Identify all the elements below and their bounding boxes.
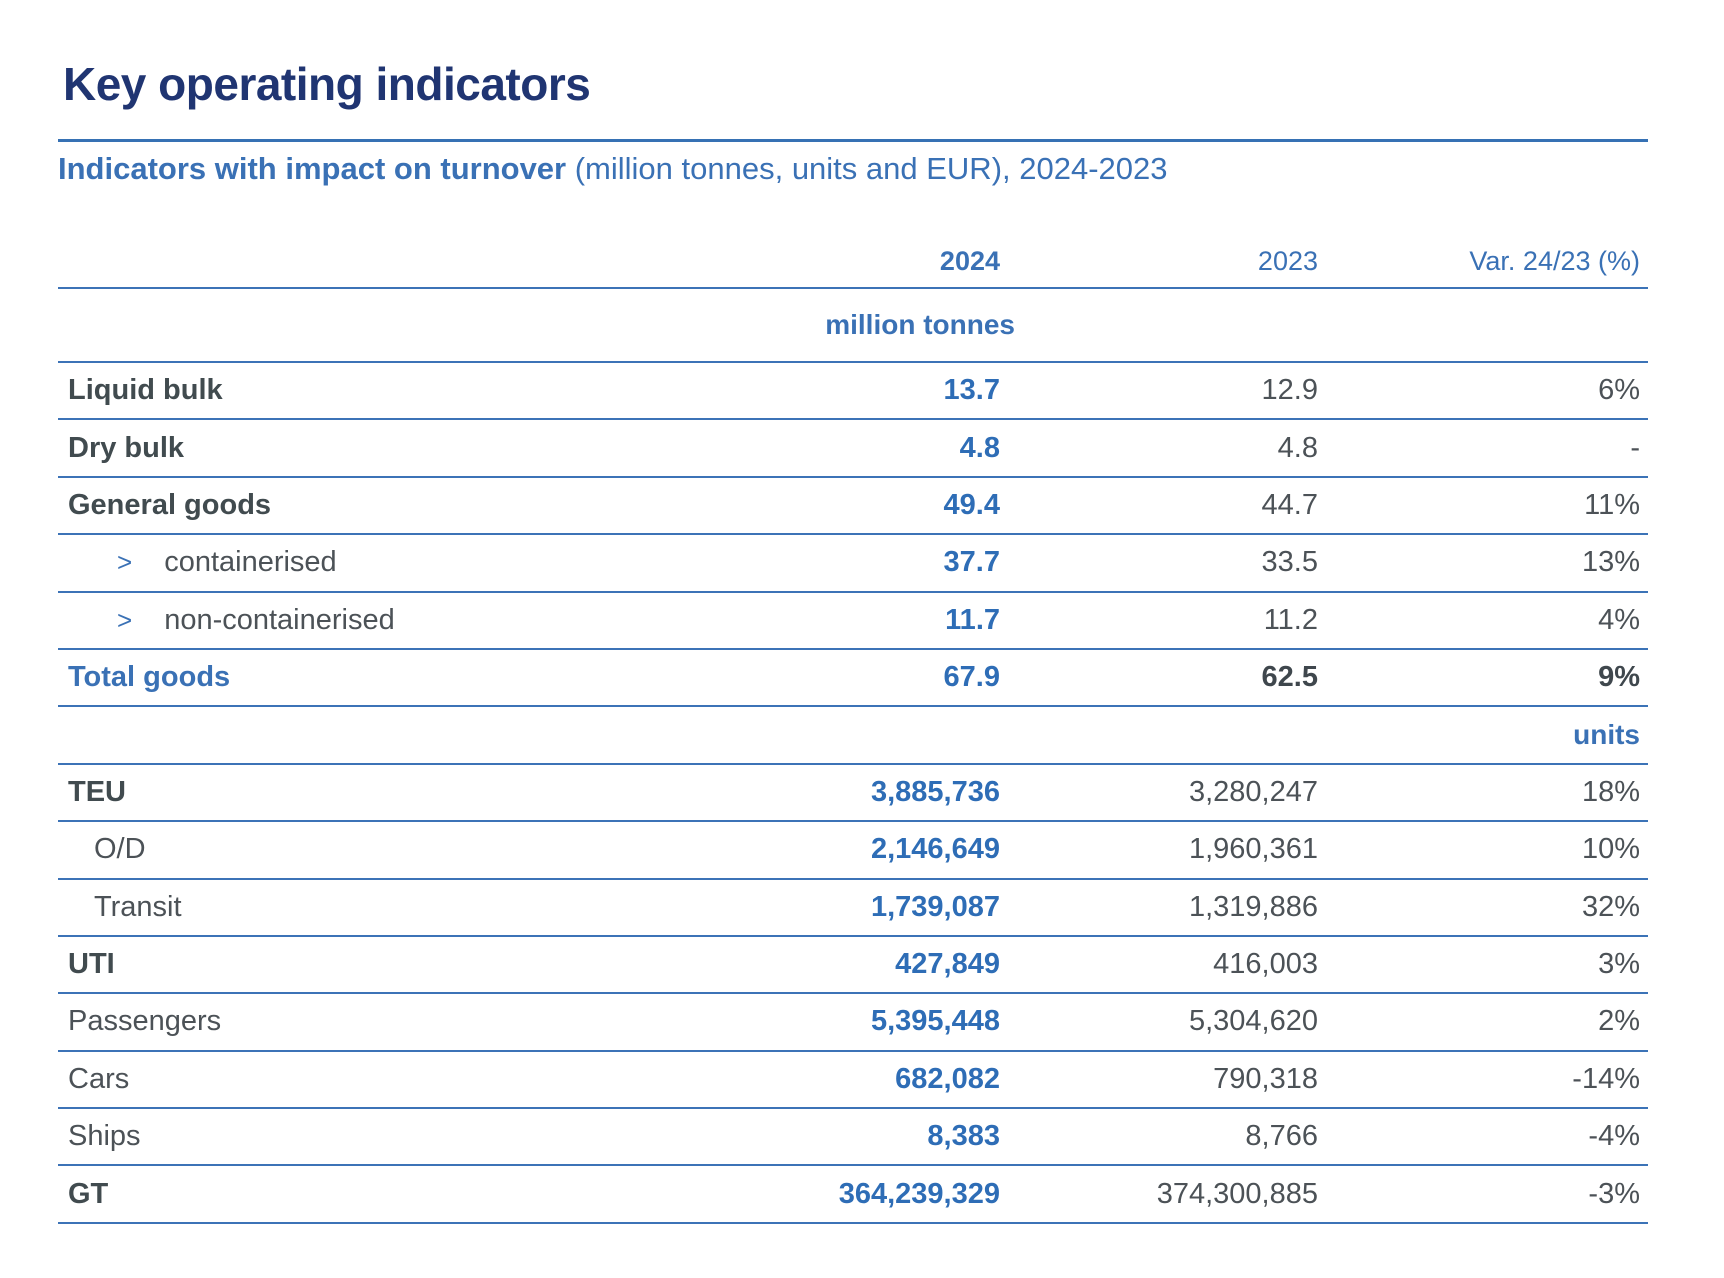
- value-var: 10%: [1581, 833, 1640, 866]
- table-row-liquid-bulk: Liquid bulk 13.7 12.9 6%: [58, 363, 1648, 421]
- table-row-od: O/D 2,146,649 1,960,361 10%: [58, 822, 1648, 880]
- value-var: 13%: [1581, 546, 1640, 579]
- value-var: -4%: [1588, 1120, 1640, 1153]
- report-content: Key operating indicators Indicators with…: [58, 58, 1648, 1224]
- row-label: Total goods: [68, 661, 231, 694]
- value-var: -: [1630, 431, 1640, 464]
- value-2023: 3,280,247: [1188, 775, 1318, 808]
- row-label: non-containerised: [164, 603, 395, 636]
- indicators-table: 2024 2023 Var. 24/23 (%) million tonnes …: [58, 235, 1648, 1224]
- value-var: 4%: [1598, 603, 1640, 636]
- value-2023: 374,300,885: [1156, 1177, 1318, 1210]
- table-row-total-goods: Total goods 67.9 62.5 9%: [58, 650, 1648, 708]
- section-units: units: [58, 707, 1648, 765]
- row-label-group: > containerised: [58, 546, 700, 579]
- report-page: Key operating indicators Indicators with…: [58, 58, 1648, 1224]
- value-2023: 12.9: [1261, 374, 1318, 407]
- value-2023: 1,960,361: [1188, 833, 1318, 866]
- table-row-gt: GT 364,239,329 374,300,885 -3%: [58, 1166, 1648, 1224]
- row-label: O/D: [94, 833, 146, 866]
- value-var: -14%: [1572, 1062, 1640, 1095]
- value-2023: 5,304,620: [1188, 1005, 1318, 1038]
- table-row-dry-bulk: Dry bulk 4.8 4.8 -: [58, 420, 1648, 478]
- value-var: 3%: [1598, 948, 1640, 981]
- table-row-transit: Transit 1,739,087 1,319,886 32%: [58, 880, 1648, 937]
- row-label: Cars: [68, 1062, 130, 1095]
- row-label: Ships: [68, 1120, 141, 1153]
- row-label: General goods: [68, 488, 272, 521]
- value-2023: 4.8: [1277, 431, 1318, 464]
- value-2024: 364,239,329: [838, 1177, 1000, 1210]
- table-header-row: 2024 2023 Var. 24/23 (%): [58, 235, 1648, 289]
- value-var: 32%: [1581, 890, 1640, 923]
- value-2024: 11.7: [945, 603, 1000, 636]
- value-var: 9%: [1598, 661, 1640, 694]
- value-var: -3%: [1588, 1177, 1640, 1210]
- header-2024: 2024: [939, 245, 1000, 276]
- value-2023: 44.7: [1261, 488, 1318, 521]
- value-2024: 67.9: [943, 661, 1000, 694]
- table-row-teu: TEU 3,885,736 3,280,247 18%: [58, 765, 1648, 823]
- value-var: 2%: [1598, 1005, 1640, 1038]
- row-label: GT: [68, 1177, 109, 1210]
- value-2024: 1,739,087: [870, 890, 1000, 923]
- value-2023: 416,003: [1213, 948, 1318, 981]
- value-var: 18%: [1581, 775, 1640, 808]
- row-label: Dry bulk: [68, 431, 185, 464]
- chevron-right-icon: >: [117, 547, 133, 578]
- value-var: 11%: [1584, 488, 1640, 521]
- value-2023: 1,319,886: [1188, 890, 1318, 923]
- value-2024: 682,082: [895, 1062, 1000, 1095]
- table-row-ships: Ships 8,383 8,766 -4%: [58, 1109, 1648, 1167]
- header-2023: 2023: [1257, 245, 1318, 276]
- table-row-cars: Cars 682,082 790,318 -14%: [58, 1052, 1648, 1110]
- value-2023: 8,766: [1245, 1120, 1318, 1153]
- value-2024: 8,383: [927, 1120, 1000, 1153]
- section-million-tonnes: million tonnes: [58, 289, 1648, 363]
- subtitle-bold: Indicators with impact on turnover: [58, 151, 567, 186]
- header-var: Var. 24/23 (%): [1469, 245, 1640, 276]
- row-label: TEU: [68, 775, 126, 808]
- row-label-group: > non-containerised: [58, 604, 700, 637]
- row-label: Passengers: [68, 1005, 222, 1038]
- title-divider: [58, 139, 1648, 142]
- value-2023: 790,318: [1213, 1062, 1318, 1095]
- value-var: 6%: [1598, 374, 1640, 407]
- table-row-uti: UTI 427,849 416,003 3%: [58, 937, 1648, 995]
- row-label: containerised: [164, 546, 337, 579]
- value-2023: 62.5: [1261, 661, 1318, 694]
- table-subtitle: Indicators with impact on turnover (mill…: [58, 150, 1648, 187]
- value-2024: 2,146,649: [870, 833, 1000, 866]
- section-label-units: units: [1573, 719, 1640, 751]
- value-2024: 427,849: [895, 948, 1000, 981]
- subtitle-rest: (million tonnes, units and EUR), 2024-20…: [566, 151, 1168, 186]
- value-2024: 3,885,736: [870, 775, 1000, 808]
- row-label: UTI: [68, 948, 115, 981]
- table-row-containerised: > containerised 37.7 33.5 13%: [58, 535, 1648, 593]
- table-row-non-containerised: > non-containerised 11.7 11.2 4%: [58, 593, 1648, 650]
- row-label: Transit: [94, 890, 182, 923]
- row-label: Liquid bulk: [68, 374, 223, 407]
- value-2023: 11.2: [1263, 603, 1318, 636]
- page-title: Key operating indicators: [63, 58, 591, 110]
- value-2024: 5,395,448: [870, 1005, 1000, 1038]
- chevron-right-icon: >: [117, 604, 133, 635]
- section-label-tonnes: million tonnes: [825, 309, 1015, 340]
- value-2024: 37.7: [943, 546, 1000, 579]
- table-row-general-goods: General goods 49.4 44.7 11%: [58, 478, 1648, 536]
- value-2023: 33.5: [1261, 546, 1318, 579]
- value-2024: 13.7: [943, 374, 1000, 407]
- value-2024: 49.4: [943, 488, 1000, 521]
- table-row-passengers: Passengers 5,395,448 5,304,620 2%: [58, 994, 1648, 1052]
- value-2024: 4.8: [959, 431, 1000, 464]
